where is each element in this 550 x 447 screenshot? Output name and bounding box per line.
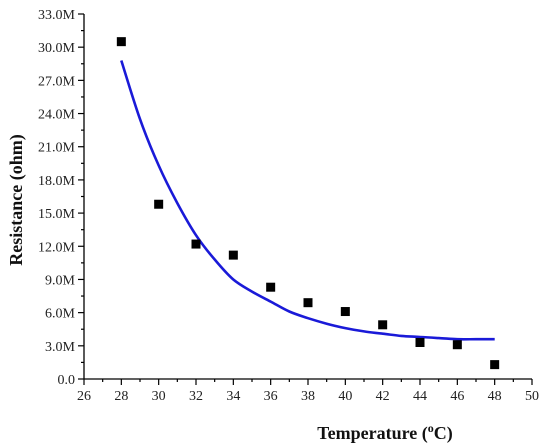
x-tick-label: 26: [77, 389, 91, 404]
y-axis-ticks: 0.0 3.0M 6.0M 9.0M 12.0M 15.0M 18.0M 21.0M 24.0M…: [38, 8, 84, 388]
x-axis-title-prefix: Temperature (: [317, 423, 427, 444]
x-tick-label: 50: [525, 389, 539, 404]
x-tick-label: 40: [338, 389, 352, 404]
data-point: [378, 320, 388, 330]
x-tick-label: 30: [152, 389, 166, 404]
y-tick-label: 9.0M: [45, 273, 76, 288]
x-tick-label: 48: [488, 389, 502, 404]
x-tick-label: 38: [301, 389, 315, 404]
y-tick-label: 0.0: [58, 373, 76, 388]
fit-curve: [120, 60, 495, 341]
x-tick-label: 34: [226, 389, 240, 404]
x-axis-ticks: 26 28 30 32 34 36 38 40 42 44 46 48 50: [77, 379, 539, 404]
data-point: [191, 239, 201, 249]
y-tick-label: 12.0M: [38, 240, 76, 255]
y-tick-label: 30.0M: [38, 41, 76, 56]
y-tick-label: 3.0M: [45, 340, 76, 355]
y-tick-label: 27.0M: [38, 74, 76, 89]
y-tick-label: 6.0M: [45, 307, 76, 322]
data-point: [303, 298, 313, 308]
data-point: [154, 199, 164, 209]
x-tick-label: 32: [189, 389, 203, 404]
y-tick-label: 18.0M: [38, 174, 76, 189]
x-axis-title: Temperature (oC): [317, 421, 452, 444]
data-point: [228, 250, 238, 260]
x-tick-label: 44: [413, 389, 427, 404]
data-point: [452, 340, 462, 350]
data-point: [415, 338, 425, 347]
y-tick-label: 21.0M: [38, 141, 76, 156]
data-point: [266, 282, 276, 292]
y-tick-label: 24.0M: [38, 108, 76, 123]
x-axis-title-superscript: o: [428, 421, 434, 435]
x-tick-label: 42: [376, 389, 390, 404]
x-tick-label: 46: [450, 389, 464, 404]
y-tick-label: 33.0M: [38, 8, 76, 23]
data-point: [116, 37, 126, 47]
data-series: [116, 37, 500, 370]
y-axis-title: Resistance (ohm): [6, 134, 27, 265]
x-axis-title-suffix: C): [434, 423, 453, 444]
data-point: [490, 360, 500, 370]
x-tick-label: 36: [264, 389, 278, 404]
y-tick-label: 15.0M: [38, 207, 76, 222]
x-tick-label: 28: [114, 389, 128, 404]
data-point: [340, 307, 350, 317]
